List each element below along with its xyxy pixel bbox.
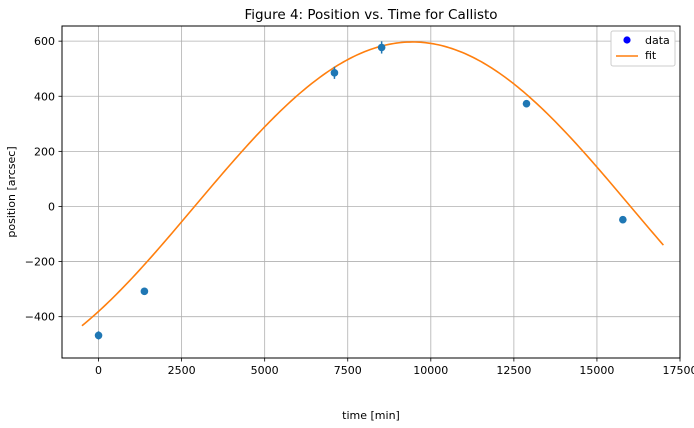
x-axis-label: time [min] xyxy=(342,409,400,422)
plot-frame xyxy=(61,25,681,359)
x-tick-label: 15000 xyxy=(579,364,614,377)
y-tick-label: 600 xyxy=(34,35,55,48)
x-tick-label: 12500 xyxy=(496,364,531,377)
data-point xyxy=(330,69,339,77)
legend: data fit xyxy=(610,30,676,67)
legend-data-label: data xyxy=(645,34,670,47)
fit-layer xyxy=(81,41,664,327)
y-tick-label: 200 xyxy=(34,145,55,158)
plot-background xyxy=(62,26,680,358)
fit-curve xyxy=(81,41,664,327)
y-tick-label: −400 xyxy=(25,311,55,324)
x-tick-label: 0 xyxy=(95,364,102,377)
y-tick-label: −200 xyxy=(25,256,55,269)
legend-fit-label: fit xyxy=(645,49,657,62)
data-point xyxy=(94,331,103,340)
data-point xyxy=(377,43,386,52)
y-tick-label: 400 xyxy=(34,90,55,103)
legend-data-marker xyxy=(623,36,631,44)
y-ticks: −400 −200 0 200 400 600 xyxy=(25,35,62,324)
grid xyxy=(62,26,681,358)
x-ticks: 0 2500 5000 7500 10000 12500 15000 17500 xyxy=(95,358,694,377)
data-layer xyxy=(94,41,627,340)
x-tick-label: 7500 xyxy=(334,364,362,377)
data-point xyxy=(619,215,627,224)
x-tick-label: 17500 xyxy=(663,364,694,377)
data-point xyxy=(522,99,531,108)
data-point xyxy=(140,287,149,296)
x-tick-label: 2500 xyxy=(168,364,196,377)
chart-title: Figure 4: Position vs. Time for Callisto xyxy=(244,7,497,23)
y-axis-label: position [arcsec] xyxy=(5,146,18,237)
y-tick-label: 0 xyxy=(48,200,55,213)
x-tick-label: 10000 xyxy=(413,364,448,377)
x-tick-label: 5000 xyxy=(251,364,279,377)
